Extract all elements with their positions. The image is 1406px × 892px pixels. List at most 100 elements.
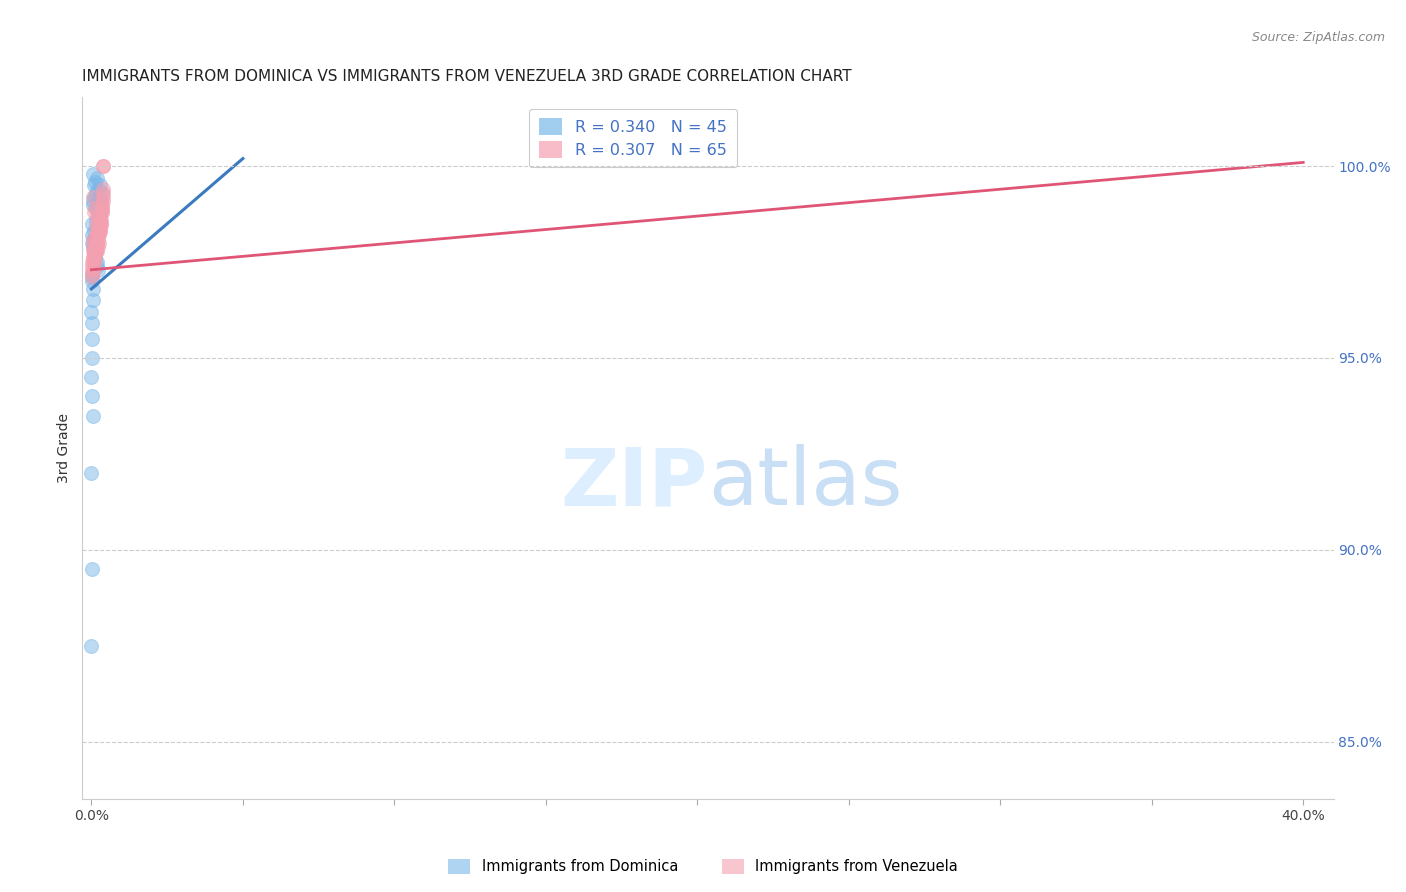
Point [90, 202, 112, 216]
Point [89, 220, 111, 235]
Point [80, 562, 103, 576]
Point [86, 244, 108, 258]
Point [90, 217, 112, 231]
Point [82, 282, 104, 296]
Point [84, 244, 107, 258]
Point [82, 351, 104, 365]
Point [86, 209, 108, 223]
Point [89, 224, 111, 238]
Legend: R = 0.340   N = 45, R = 0.307   N = 65: R = 0.340 N = 45, R = 0.307 N = 65 [529, 109, 737, 168]
Point [89, 209, 111, 223]
Y-axis label: 3rd Grade: 3rd Grade [58, 413, 72, 483]
Point [80, 262, 103, 277]
Point [80, 639, 103, 653]
Point [86, 170, 108, 185]
Point [90, 194, 112, 208]
Legend: Immigrants from Dominica, Immigrants from Venezuela: Immigrants from Dominica, Immigrants fro… [443, 853, 963, 880]
Point [83, 247, 105, 261]
Point [83, 247, 105, 261]
Point [84, 202, 107, 216]
Point [87, 240, 110, 254]
Point [84, 240, 107, 254]
Point [91, 186, 114, 200]
Point [84, 252, 107, 266]
Point [83, 247, 105, 261]
Point [82, 240, 104, 254]
Point [83, 244, 105, 258]
Point [87, 205, 110, 219]
Point [87, 182, 110, 196]
Point [86, 235, 108, 250]
Point [83, 178, 105, 193]
Point [87, 220, 110, 235]
Point [82, 293, 104, 308]
Point [89, 224, 111, 238]
Point [80, 217, 103, 231]
Point [82, 235, 104, 250]
Point [87, 213, 110, 227]
Point [80, 267, 103, 281]
Point [91, 205, 114, 219]
Point [84, 240, 107, 254]
Point [86, 255, 108, 269]
Text: IMMIGRANTS FROM DOMINICA VS IMMIGRANTS FROM VENEZUELA 3RD GRADE CORRELATION CHAR: IMMIGRANTS FROM DOMINICA VS IMMIGRANTS F… [83, 69, 852, 84]
Point [84, 232, 107, 246]
Point [80, 267, 103, 281]
Point [82, 274, 104, 288]
Point [93, 159, 115, 173]
Point [80, 370, 103, 384]
Point [89, 213, 111, 227]
Point [86, 197, 108, 211]
Point [82, 194, 104, 208]
Point [91, 194, 114, 208]
Point [91, 197, 114, 211]
Point [82, 235, 104, 250]
Point [87, 190, 110, 204]
Point [89, 213, 111, 227]
Point [93, 159, 115, 173]
Point [91, 182, 114, 196]
Point [80, 255, 103, 269]
Point [83, 255, 105, 269]
Point [83, 262, 105, 277]
Point [84, 186, 107, 200]
Point [82, 259, 104, 273]
Point [87, 220, 110, 235]
Point [83, 224, 105, 238]
Point [87, 235, 110, 250]
Point [87, 228, 110, 243]
Point [91, 190, 114, 204]
Point [82, 252, 104, 266]
Point [80, 317, 103, 331]
Point [87, 224, 110, 238]
Point [89, 178, 111, 193]
Point [89, 217, 111, 231]
Point [84, 217, 107, 231]
Point [80, 228, 103, 243]
Point [80, 389, 103, 403]
Point [90, 217, 112, 231]
Point [80, 270, 103, 285]
Point [84, 244, 107, 258]
Point [86, 228, 108, 243]
Text: Source: ZipAtlas.com: Source: ZipAtlas.com [1251, 31, 1385, 45]
Point [91, 186, 114, 200]
Point [90, 213, 112, 227]
Point [86, 224, 108, 238]
Point [83, 255, 105, 269]
Point [80, 305, 103, 319]
Point [86, 228, 108, 243]
Point [86, 235, 108, 250]
Point [91, 202, 114, 216]
Point [82, 190, 104, 204]
Text: atlas: atlas [707, 444, 903, 522]
Point [82, 232, 104, 246]
Point [83, 190, 105, 204]
Point [89, 217, 111, 231]
Point [83, 244, 105, 258]
Point [80, 332, 103, 346]
Point [83, 240, 105, 254]
Point [86, 259, 108, 273]
Point [87, 232, 110, 246]
Point [84, 175, 107, 189]
